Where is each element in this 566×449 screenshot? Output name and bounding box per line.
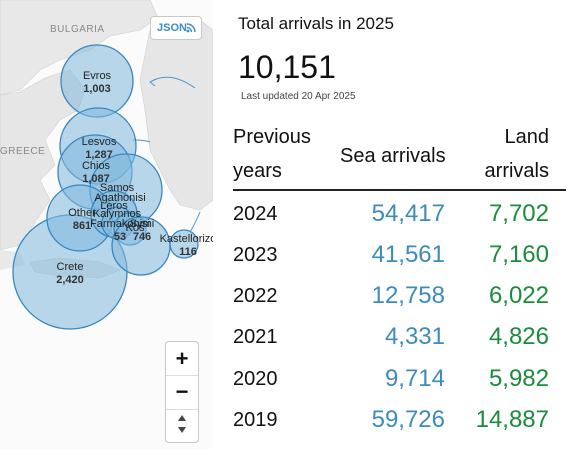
row-year: 2021	[233, 326, 278, 348]
header-previous-years: Previous years	[233, 126, 311, 182]
bubble-label-lesvos: Lesvos 1,287	[81, 136, 117, 161]
table-row: 2020 9,714 5,982	[233, 362, 566, 402]
row-land-arrivals: 7,160	[488, 241, 549, 268]
label-bulgaria: BULGARIA	[50, 24, 105, 35]
row-year: 2024	[233, 203, 278, 225]
row-sea-arrivals: 41,561	[371, 241, 445, 268]
zoom-divider	[166, 409, 198, 410]
header-sea-arrivals: Sea arrivals	[340, 145, 446, 167]
row-year: 2022	[233, 285, 278, 307]
row-land-arrivals: 14,887	[475, 406, 549, 433]
bubble-label-samos: Samos	[99, 182, 135, 194]
bubble-label-other: Other 861	[68, 207, 96, 232]
bubble-label-agathonisi: Agathonisi	[94, 192, 146, 204]
table-row: 2021 4,331 4,826	[233, 320, 566, 360]
arrivals-panel: Total arrivals in 2025 10,151 Last updat…	[233, 0, 566, 449]
arrivals-map[interactable]: BULGARIA GREECE JSON Evros 1,003 Lesvos 1,…	[0, 0, 213, 449]
row-land-arrivals: 4,826	[488, 323, 549, 350]
reset-view-icon	[178, 415, 186, 433]
row-sea-arrivals: 12,758	[371, 282, 445, 309]
row-year: 2023	[233, 244, 278, 266]
json-button-label: JSON	[157, 22, 187, 34]
row-sea-arrivals: 54,417	[371, 200, 445, 227]
map-basemap	[0, 0, 213, 330]
total-title: Total arrivals in 2025	[238, 14, 394, 33]
json-download-button[interactable]: JSON	[150, 16, 202, 40]
row-land-arrivals: 7,702	[488, 200, 549, 227]
row-year: 2019	[233, 409, 278, 431]
table-row: 2024 54,417 7,702	[233, 197, 566, 237]
bubble-label-chios: Chios 1,087	[81, 160, 111, 185]
zoom-controls: + −	[165, 341, 199, 443]
row-year: 2020	[233, 368, 278, 390]
label-greece: GREECE	[0, 146, 46, 157]
arrival-bubbles	[12, 44, 199, 330]
bubble-label-farmakonisi: Farmakonisi 53	[90, 218, 150, 243]
header-land-arrivals: Land arrivals	[484, 126, 549, 182]
rss-icon	[186, 23, 196, 33]
bubble-label-kastellorizo: Kastellorizo 116	[159, 233, 213, 258]
table-row: 2023 41,561 7,160	[233, 238, 566, 278]
table-row: 2019 59,726 14,887	[233, 403, 566, 443]
bubble-label-leros: Leros	[100, 200, 128, 212]
bubble-label-crete: Crete 2,420	[56, 261, 84, 286]
total-value: 10,151	[238, 49, 336, 85]
bubble-kastellorizo	[169, 229, 199, 259]
row-sea-arrivals: 59,726	[371, 406, 445, 433]
row-land-arrivals: 5,982	[488, 365, 549, 392]
table-row: 2022 12,758 6,022	[233, 279, 566, 319]
bubble-label-kos: Kos	[125, 222, 145, 234]
bubble-label-kalymnos: Kalymnos	[92, 208, 142, 220]
reset-view-button[interactable]	[166, 414, 198, 436]
last-updated: Last updated 20 Apr 2025	[241, 91, 356, 102]
zoom-divider	[166, 375, 198, 376]
row-sea-arrivals: 4,331	[384, 323, 445, 350]
bubble-label-symi: Symi 746	[129, 218, 155, 243]
row-land-arrivals: 6,022	[488, 282, 549, 309]
bubble-label-evros: Evros 1,003	[82, 70, 112, 95]
header-divider	[233, 189, 566, 191]
zoom-out-button[interactable]: −	[175, 379, 189, 404]
row-sea-arrivals: 9,714	[384, 365, 445, 392]
zoom-in-button[interactable]: +	[175, 346, 189, 371]
